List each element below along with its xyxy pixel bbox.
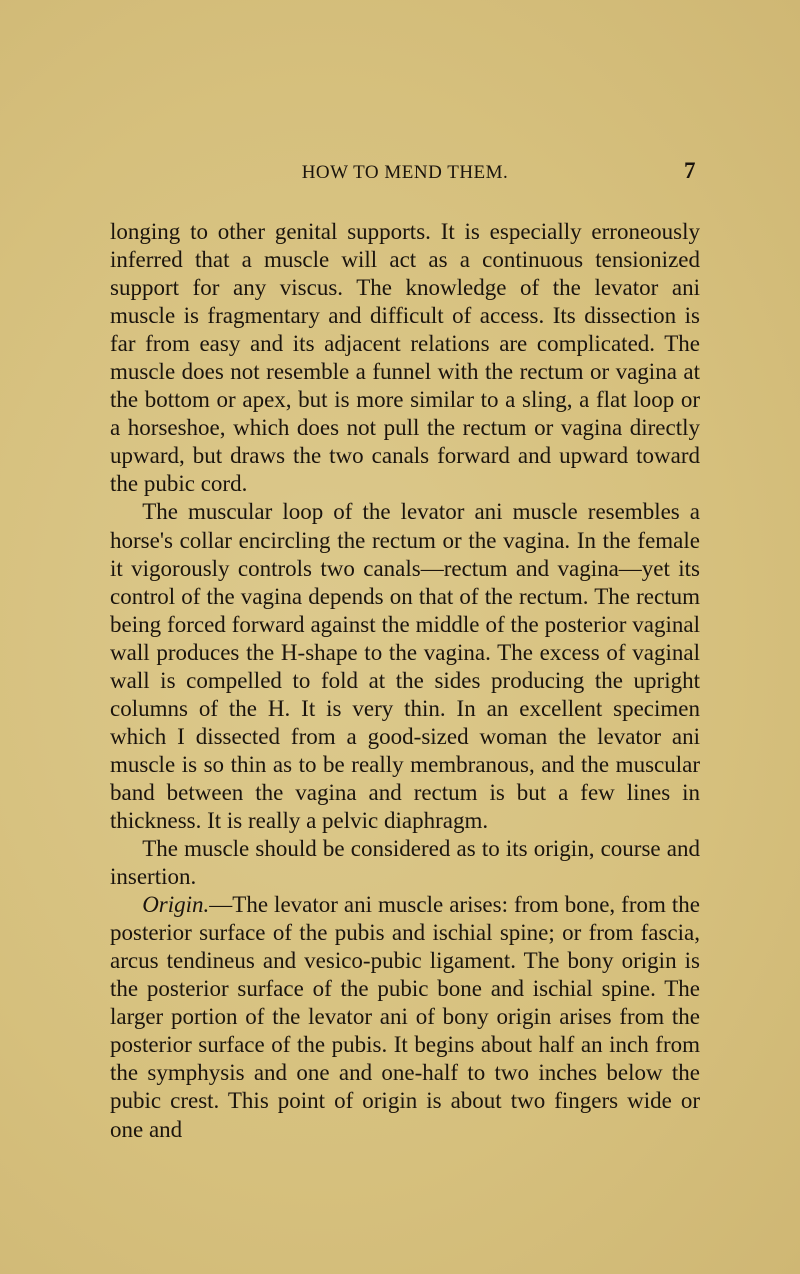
book-page: HOW TO MEND THEM. 7 longing to other gen… bbox=[0, 0, 800, 1274]
paragraph: Origin.—The levator ani muscle arises: f… bbox=[110, 891, 700, 1143]
running-head-title: HOW TO MEND THEM. bbox=[144, 162, 666, 184]
body-text: longing to other genital supports. It is… bbox=[110, 218, 700, 1144]
running-head: HOW TO MEND THEM. 7 bbox=[110, 158, 700, 184]
page-number: 7 bbox=[666, 158, 696, 184]
paragraph: The muscular loop of the levator ani mus… bbox=[110, 498, 700, 835]
paragraph: The muscle should be considered as to it… bbox=[110, 835, 700, 891]
paragraph: longing to other genital supports. It is… bbox=[110, 218, 700, 498]
